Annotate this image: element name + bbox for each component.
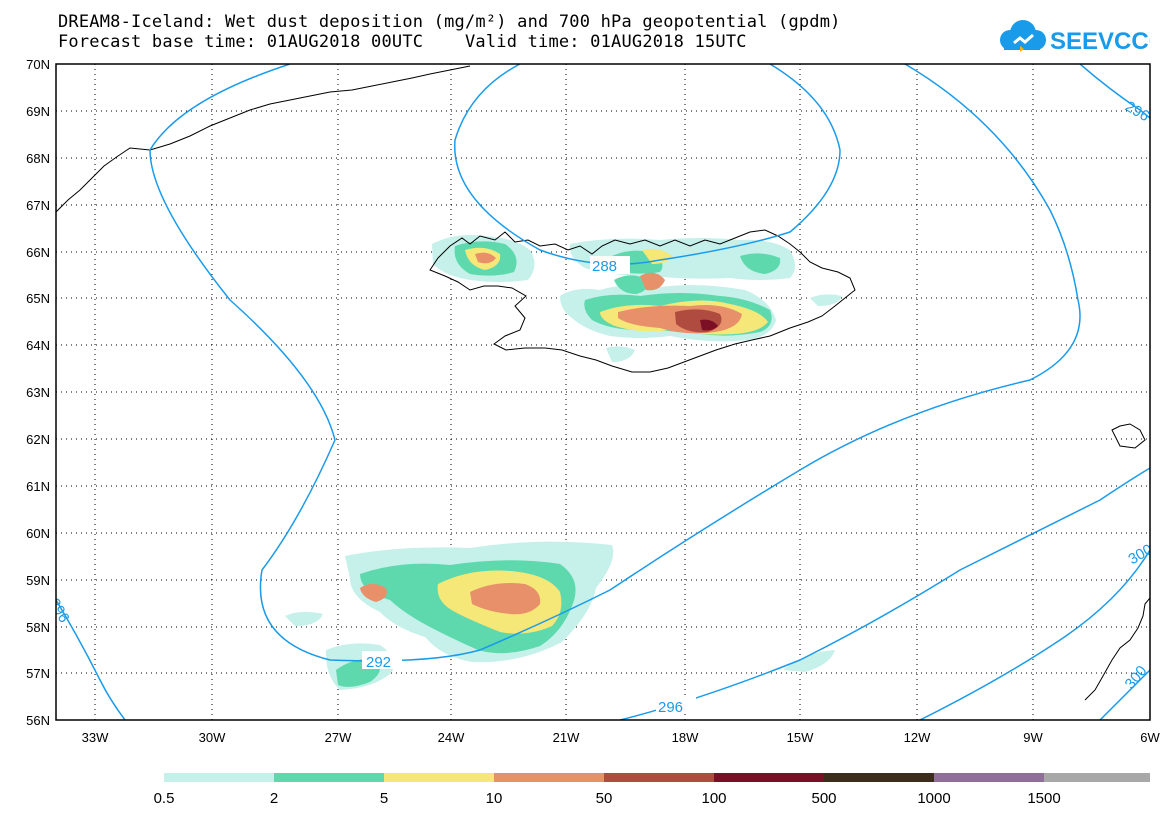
iceland-coastline (429, 229, 856, 373)
legend-label: 100 (701, 790, 726, 807)
lon-label: 12W (904, 730, 931, 745)
lon-label: 30W (199, 730, 226, 745)
legend-swatch (824, 773, 934, 782)
legend-swatch (604, 773, 714, 782)
lon-label: 18W (672, 730, 699, 745)
lat-label: 62N (26, 432, 50, 447)
svg-text:SEEVCCC: SEEVCCC (1050, 28, 1150, 55)
faroe-coastline (1111, 423, 1146, 449)
dust-band-100 (700, 319, 718, 331)
lat-label: 68N (26, 151, 50, 166)
geopotential-contours (56, 64, 1150, 720)
lon-label: 24W (438, 730, 465, 745)
dust-band-0.5 (783, 650, 835, 672)
legend-label: 0.5 (154, 790, 175, 807)
contour-labels: 288 292 296 296 300 300 296 (56, 98, 1155, 716)
legend-swatch (934, 773, 1044, 782)
contour-label-292: 292 (366, 654, 391, 671)
lat-label: 67N (26, 198, 50, 213)
lat-label: 57N (26, 666, 50, 681)
longitude-labels: 33W 30W 27W 24W 21W 18W 15W 12W 9W 6W (82, 730, 1161, 745)
dust-band-0.5 (810, 294, 842, 306)
contour-296 (56, 599, 126, 720)
lat-label: 61N (26, 479, 50, 494)
map-frame (55, 63, 1151, 721)
contour-label-300-edge: 300 (1121, 662, 1150, 692)
lat-label: 70N (26, 57, 50, 72)
dust-band-0.5 (285, 611, 323, 626)
contour-288-north (454, 64, 841, 265)
contour-296-east (619, 467, 1150, 720)
contour-label-288: 288 (592, 258, 617, 275)
lat-label: 58N (26, 620, 50, 635)
legend-label: 1000 (917, 790, 950, 807)
legend-label: 1500 (1027, 790, 1060, 807)
legend-swatch (164, 773, 274, 782)
lat-label: 64N (26, 338, 50, 353)
legend-label: 500 (811, 790, 836, 807)
dust-band-2 (614, 275, 648, 294)
contour-label-296-ne: 296 (1122, 98, 1152, 125)
dust-band-10 (475, 252, 496, 264)
dust-band-5 (642, 248, 672, 264)
cloud-icon (1000, 20, 1046, 52)
legend-swatch (1044, 773, 1150, 782)
lon-label: 27W (325, 730, 352, 745)
chart-title: DREAM8-Iceland: Wet dust deposition (mg/… (58, 12, 841, 32)
contour-label-300: 300 (1125, 541, 1155, 568)
dust-band-10 (360, 584, 387, 602)
contour-300-edge (1099, 669, 1150, 720)
dust-band-10 (470, 583, 541, 615)
dust-plume-south (285, 541, 835, 690)
contour-288 (149, 64, 1081, 662)
seevccc-logo: SEEVCCC (1000, 20, 1150, 55)
legend-label: 10 (486, 790, 503, 807)
coastlines (56, 65, 1150, 701)
dust-band-0.5 (606, 346, 635, 362)
lat-label: 60N (26, 526, 50, 541)
contour-296-ne (1079, 64, 1150, 119)
lat-label: 69N (26, 104, 50, 119)
lat-label: 59N (26, 573, 50, 588)
greenland-coastline (56, 65, 471, 213)
dust-band-10 (640, 272, 665, 291)
chart-subtitle-times: Forecast base time: 01AUG2018 00UTC Vali… (58, 32, 747, 52)
lon-label: 6W (1140, 730, 1160, 745)
latitude-labels: 70N 69N 68N 67N 66N 65N 64N 63N 62N 61N … (26, 57, 50, 728)
lon-label: 21W (553, 730, 580, 745)
lat-label: 66N (26, 245, 50, 260)
color-legend: 0.5 2 5 10 50 100 500 1000 1500 (154, 773, 1150, 807)
dust-band-2 (740, 253, 781, 274)
scotland-coastline (1084, 597, 1150, 701)
dust-iceland (432, 235, 842, 362)
lon-label: 9W (1023, 730, 1043, 745)
lat-label: 56N (26, 713, 50, 728)
contour-label-296-east: 296 (658, 699, 683, 716)
lat-label: 63N (26, 385, 50, 400)
legend-label: 50 (596, 790, 613, 807)
legend-label: 5 (380, 790, 388, 807)
legend-swatch (714, 773, 824, 782)
legend-swatch (274, 773, 384, 782)
lat-label: 65N (26, 291, 50, 306)
legend-swatch (384, 773, 494, 782)
lon-label: 33W (82, 730, 109, 745)
lon-label: 15W (787, 730, 814, 745)
legend-swatch (494, 773, 604, 782)
contour-300 (919, 549, 1150, 720)
legend-label: 2 (270, 790, 278, 807)
